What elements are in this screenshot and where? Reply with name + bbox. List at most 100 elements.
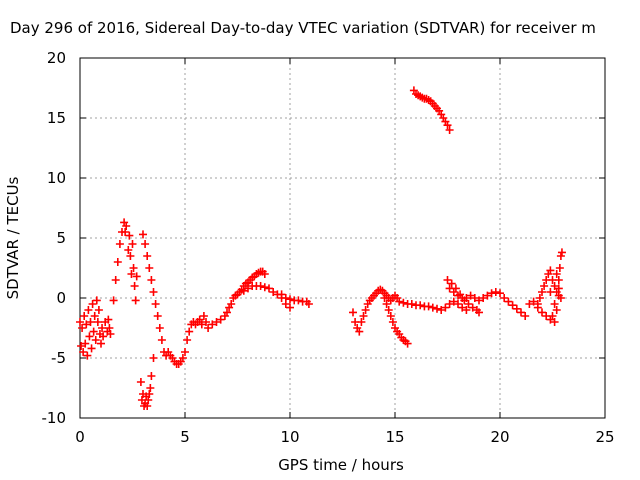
data-point — [447, 279, 456, 288]
data-point — [76, 318, 84, 326]
data-point — [197, 320, 206, 329]
data-point — [115, 240, 124, 248]
data-point — [260, 270, 269, 278]
data-point — [286, 303, 294, 312]
data-point — [538, 308, 546, 317]
data-point — [122, 222, 131, 230]
data-point — [294, 296, 303, 305]
x-tick-label: 15 — [385, 428, 404, 446]
data-point — [386, 312, 395, 320]
data-point — [512, 304, 521, 313]
x-axis-label: GPS time / hours — [278, 456, 404, 474]
data-point — [143, 252, 152, 260]
data-point — [97, 339, 105, 348]
data-point — [149, 354, 158, 362]
data-point — [223, 308, 231, 317]
data-point — [94, 306, 103, 314]
data-point — [82, 320, 91, 329]
data-point — [83, 351, 92, 360]
data-point — [468, 303, 477, 312]
data-point — [155, 324, 164, 332]
data-point — [131, 296, 140, 305]
data-point — [445, 300, 454, 308]
data-point — [540, 282, 549, 290]
data-point — [550, 318, 559, 326]
data-point — [556, 294, 565, 302]
data-point — [199, 312, 208, 320]
data-point — [470, 294, 479, 302]
data-point — [407, 300, 416, 308]
data-point — [147, 372, 156, 380]
data-point — [538, 288, 546, 296]
data-point — [491, 288, 500, 296]
data-point — [136, 378, 145, 386]
data-point — [395, 297, 404, 306]
data-point — [533, 300, 542, 308]
data-point — [144, 396, 153, 404]
data-point — [535, 294, 544, 302]
data-point — [424, 302, 433, 311]
data-point — [349, 308, 357, 317]
data-point — [304, 300, 313, 308]
data-point — [99, 332, 108, 341]
data-point — [464, 300, 473, 308]
data-point — [91, 336, 100, 344]
y-tick-label: 10 — [47, 169, 66, 187]
axis-ticks: 0 5 10 15 20 25 -10 -5 0 5 10 15 20 — [42, 49, 615, 446]
data-point — [359, 312, 368, 320]
data-point — [475, 308, 483, 317]
y-tick-label: 15 — [47, 109, 66, 127]
data-point — [557, 248, 566, 257]
data-point — [380, 294, 389, 302]
data-point — [106, 330, 115, 338]
data-point — [90, 312, 99, 320]
data-point — [181, 348, 189, 356]
data-point — [129, 264, 138, 272]
data-point — [479, 294, 488, 302]
x-tick-label: 25 — [595, 428, 614, 446]
data-point — [79, 348, 88, 356]
data-point — [104, 315, 113, 324]
data-point — [80, 312, 89, 320]
data-point — [462, 306, 471, 314]
data-point — [227, 300, 236, 308]
data-point — [84, 306, 93, 314]
data-point — [556, 252, 565, 260]
y-tick-label: -10 — [42, 409, 67, 427]
data-point — [124, 246, 133, 254]
data-point — [382, 300, 391, 308]
data-point — [443, 276, 452, 284]
data-point — [256, 282, 265, 290]
data-point — [212, 318, 221, 326]
data-point — [105, 324, 114, 332]
data-point — [500, 294, 509, 302]
data-point — [185, 327, 194, 336]
data-point — [130, 282, 139, 290]
data-point — [403, 339, 412, 348]
data-point — [555, 264, 564, 272]
x-tick-label: 20 — [490, 428, 509, 446]
data-point — [281, 294, 290, 302]
data-point — [449, 288, 458, 296]
data-point — [548, 312, 557, 320]
data-point — [127, 270, 136, 278]
y-tick-label: 20 — [47, 49, 66, 67]
data-point — [517, 308, 525, 317]
data-point — [85, 332, 94, 341]
data-point — [445, 126, 454, 134]
data-point — [269, 288, 278, 296]
data-point — [454, 300, 462, 308]
y-axis-label: SDTVAR / TECUs — [4, 176, 22, 299]
data-point — [157, 336, 166, 344]
data-point — [109, 296, 118, 305]
data-points — [76, 86, 566, 410]
data-point — [433, 304, 441, 313]
data-point — [195, 315, 204, 324]
data-point — [86, 318, 95, 326]
data-point — [216, 315, 225, 324]
x-tick-label: 5 — [180, 428, 190, 446]
data-point — [146, 384, 155, 392]
chart-title: Day 296 of 2016, Sidereal Day-to-day VTE… — [10, 19, 596, 37]
data-point — [88, 300, 97, 308]
